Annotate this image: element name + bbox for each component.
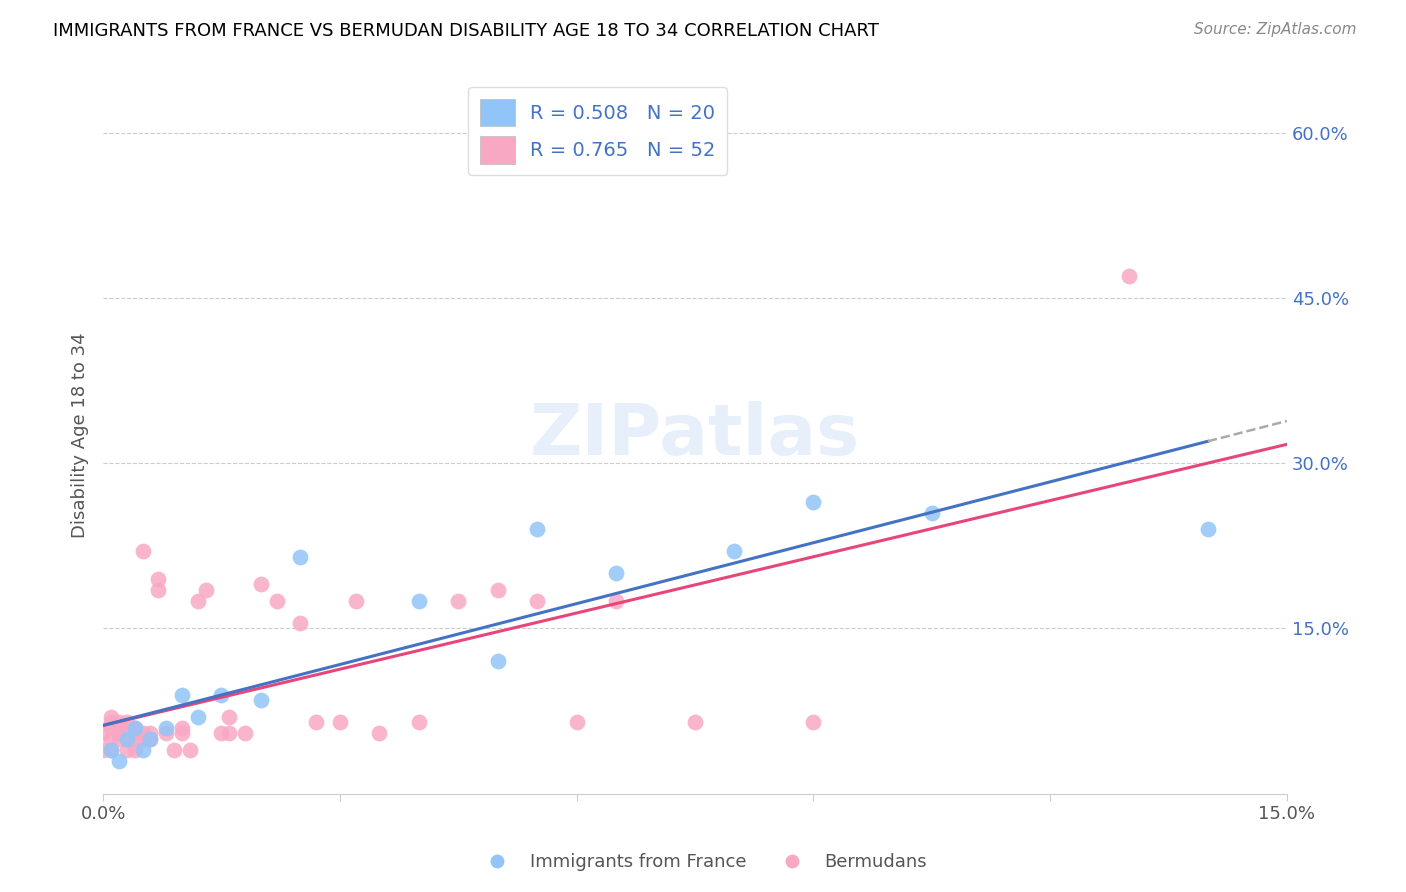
Point (108, 726, 131, 740)
Point (131, 742, 153, 756)
Point (368, 726, 391, 740)
Point (139, 731, 162, 746)
Point (305, 714, 328, 729)
Point (344, 594, 367, 608)
Point (921, 506, 943, 520)
Point (91, 726, 114, 740)
Point (108, 731, 131, 746)
Point (250, 577, 273, 591)
Point (723, 544, 745, 558)
Point (155, 726, 177, 740)
Text: Source: ZipAtlas.com: Source: ZipAtlas.com (1194, 22, 1357, 37)
Point (100, 721, 122, 735)
Point (179, 742, 201, 756)
Point (266, 594, 288, 608)
Point (211, 726, 233, 740)
Point (218, 726, 240, 740)
Point (115, 731, 138, 746)
Point (91, 742, 114, 756)
Text: ZIPatlas: ZIPatlas (530, 401, 860, 470)
Point (218, 709, 240, 723)
Point (447, 594, 470, 608)
Point (124, 721, 146, 735)
Point (148, 582, 170, 597)
Point (211, 688, 233, 702)
Point (163, 742, 186, 756)
Point (290, 615, 312, 630)
Point (170, 726, 193, 740)
Point (329, 714, 352, 729)
Point (486, 582, 509, 597)
Point (108, 721, 131, 735)
Point (100, 709, 122, 723)
Point (115, 721, 138, 735)
Point (108, 714, 131, 729)
Point (124, 721, 146, 735)
Point (408, 714, 430, 729)
Point (801, 494, 824, 508)
Legend: Immigrants from France, Bermudans: Immigrants from France, Bermudans (472, 847, 934, 879)
Text: IMMIGRANTS FROM FRANCE VS BERMUDAN DISABILITY AGE 18 TO 34 CORRELATION CHART: IMMIGRANTS FROM FRANCE VS BERMUDAN DISAB… (53, 22, 879, 40)
Point (233, 726, 256, 740)
Point (131, 731, 153, 746)
Point (115, 731, 138, 746)
Point (408, 594, 430, 608)
Point (100, 714, 122, 729)
Point (1118, 268, 1140, 283)
Point (526, 522, 548, 536)
Point (100, 742, 122, 756)
Point (170, 721, 193, 735)
Point (108, 754, 131, 768)
Point (139, 731, 162, 746)
Y-axis label: Disability Age 18 to 34: Disability Age 18 to 34 (72, 333, 89, 539)
Point (100, 731, 122, 746)
Point (250, 693, 273, 707)
Point (115, 714, 138, 729)
Point (565, 714, 588, 729)
Point (683, 714, 706, 729)
Point (486, 655, 509, 669)
Point (290, 549, 312, 564)
Point (170, 688, 193, 702)
Point (139, 726, 162, 740)
Point (100, 742, 122, 756)
Point (155, 721, 177, 735)
Point (187, 594, 209, 608)
Point (605, 594, 627, 608)
Point (124, 731, 146, 746)
Point (526, 594, 548, 608)
Point (115, 742, 138, 756)
Point (131, 544, 153, 558)
Point (605, 566, 627, 581)
Point (131, 726, 153, 740)
Point (1197, 522, 1219, 536)
Point (124, 742, 146, 756)
Point (801, 714, 824, 729)
Point (148, 572, 170, 586)
Legend: R = 0.508   N = 20, R = 0.765   N = 52: R = 0.508 N = 20, R = 0.765 N = 52 (468, 87, 727, 175)
Point (194, 582, 217, 597)
Point (187, 709, 209, 723)
